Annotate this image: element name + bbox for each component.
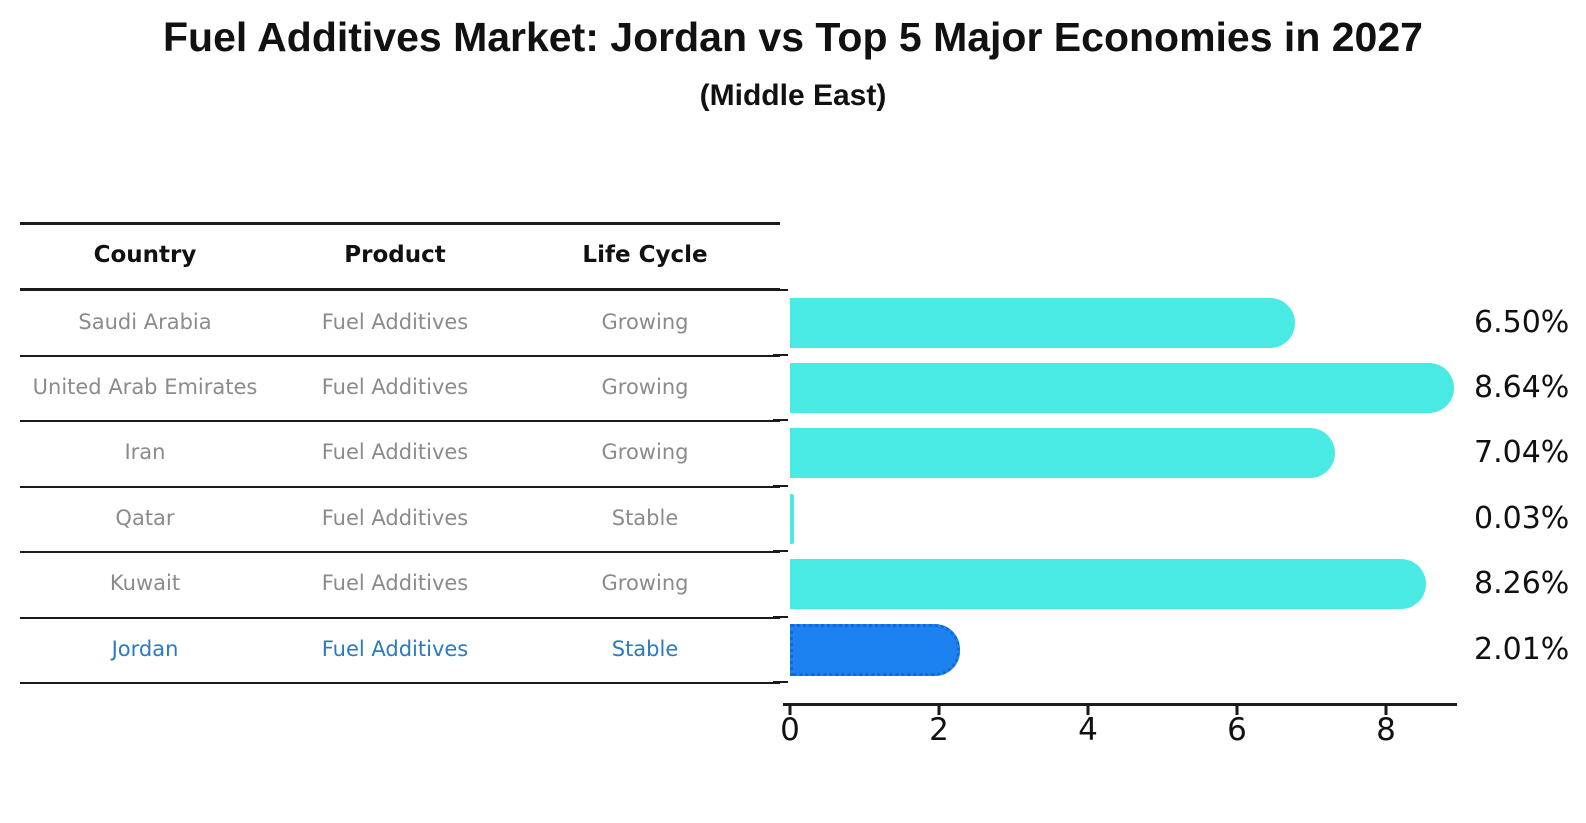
bar-qatar	[790, 494, 794, 544]
bar-row-iran: 7.04%	[0, 420, 1586, 485]
y-axis-tick	[773, 289, 788, 291]
value-label: 2.01%	[1474, 632, 1570, 667]
table-row-rule	[20, 617, 780, 619]
x-tick-label: 8	[1376, 712, 1396, 748]
cell-life-cycle: Growing	[601, 440, 689, 464]
table-row-rule	[20, 420, 780, 422]
value-label: 8.64%	[1474, 370, 1570, 405]
bar-row-kuwait: 8.26%	[0, 551, 1586, 616]
cell-country: Qatar	[115, 506, 175, 530]
bar-row-saudi-arabia: 6.50%	[0, 290, 1586, 355]
column-header-life-cycle: Life Cycle	[582, 242, 708, 268]
table-header-row: Country Product Life Cycle	[20, 222, 780, 289]
value-label: 7.04%	[1474, 435, 1570, 470]
table-row: Qatar Fuel Additives Stable	[20, 486, 780, 551]
cell-life-cycle: Growing	[601, 375, 689, 399]
table-top-rule	[20, 222, 780, 225]
cell-life-cycle: Growing	[601, 571, 689, 595]
cell-product: Fuel Additives	[321, 571, 469, 595]
x-axis-line	[783, 703, 1457, 706]
bar-iran	[790, 428, 1335, 478]
y-axis-tick	[773, 616, 788, 618]
table-row: Kuwait Fuel Additives Growing	[20, 551, 780, 616]
table-row-rule	[20, 486, 780, 488]
chart-subtitle: (Middle East)	[699, 79, 887, 112]
value-label: 0.03%	[1474, 501, 1570, 536]
y-axis-tick	[773, 550, 788, 552]
cell-product: Fuel Additives	[321, 310, 469, 334]
cell-country: Kuwait	[109, 571, 181, 595]
x-axis-tick	[1384, 706, 1388, 715]
cell-life-cycle: Stable	[611, 506, 679, 530]
table-row: Saudi Arabia Fuel Additives Growing	[20, 290, 780, 355]
cell-product: Fuel Additives	[321, 440, 469, 464]
x-axis-tick	[937, 706, 941, 715]
cell-country: Saudi Arabia	[78, 310, 212, 334]
bar-saudi-arabia	[790, 298, 1295, 348]
x-axis-tick	[1235, 706, 1239, 715]
table-row: United Arab Emirates Fuel Additives Grow…	[20, 355, 780, 420]
x-axis-tick	[1086, 706, 1090, 715]
table-row-jordan-highlighted: Jordan Fuel Additives Stable	[20, 617, 780, 682]
value-label: 8.26%	[1474, 566, 1570, 601]
cell-product: Fuel Additives	[321, 506, 469, 530]
y-axis-tick	[773, 485, 788, 487]
y-axis-tick	[773, 419, 788, 421]
cell-product: Fuel Additives	[321, 375, 469, 399]
x-tick-label: 6	[1227, 712, 1247, 748]
table-row-rule	[20, 551, 780, 553]
cell-life-cycle: Stable	[611, 637, 679, 661]
bar-row-qatar: 0.03%	[0, 486, 1586, 551]
cell-country: United Arab Emirates	[32, 375, 258, 399]
table-row: Iran Fuel Additives Growing	[20, 420, 780, 485]
bar-kuwait	[790, 559, 1426, 609]
bar-row-jordan: 2.01%	[0, 617, 1586, 682]
column-header-product: Product	[344, 242, 446, 268]
bar-row-united-arab-emirates: 8.64%	[0, 355, 1586, 420]
x-tick-label: 4	[1078, 712, 1098, 748]
column-header-country: Country	[93, 242, 197, 268]
y-axis-tick	[773, 681, 788, 683]
x-tick-label: 0	[780, 712, 800, 748]
cell-life-cycle: Growing	[601, 310, 689, 334]
x-tick-label: 2	[929, 712, 949, 748]
bar-jordan-highlighted	[790, 624, 960, 676]
y-axis-tick	[773, 354, 788, 356]
cell-country: Jordan	[111, 637, 179, 661]
bar-united-arab-emirates	[790, 363, 1455, 413]
cell-country: Iran	[124, 440, 166, 464]
table-row-rule	[20, 355, 780, 357]
table-bottom-rule	[20, 682, 780, 684]
value-label: 6.50%	[1474, 305, 1570, 340]
x-axis-tick	[788, 706, 792, 715]
chart-title: Fuel Additives Market: Jordan vs Top 5 M…	[163, 14, 1423, 60]
cell-product: Fuel Additives	[321, 637, 469, 661]
table-header-rule	[20, 288, 780, 291]
